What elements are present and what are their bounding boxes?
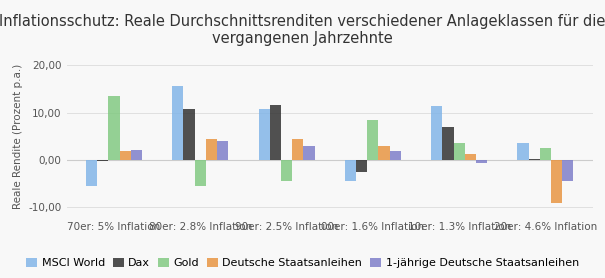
Bar xyxy=(281,160,292,181)
Bar xyxy=(442,127,454,160)
Legend: MSCI World, Dax, Gold, Deutsche Staatsanleihen, 1-jährige Deutsche Staatsanleihe: MSCI World, Dax, Gold, Deutsche Staatsan… xyxy=(22,253,583,272)
Bar xyxy=(390,152,401,160)
Bar xyxy=(86,160,97,186)
Bar xyxy=(292,139,304,160)
Y-axis label: Reale Rendite (Prozent p.a.): Reale Rendite (Prozent p.a.) xyxy=(13,64,23,209)
Bar xyxy=(431,106,442,160)
Bar xyxy=(183,109,195,160)
Bar xyxy=(108,96,120,160)
Bar xyxy=(131,150,142,160)
Bar xyxy=(551,160,562,203)
Bar xyxy=(172,86,183,160)
Bar xyxy=(195,160,206,186)
Bar xyxy=(454,143,465,160)
Bar xyxy=(270,105,281,160)
Bar xyxy=(120,152,131,160)
Bar xyxy=(356,160,367,172)
Bar xyxy=(517,143,529,160)
Bar xyxy=(465,154,476,160)
Text: Inflationsschutz: Reale Durchschnittsrenditen verschiedener Anlageklassen für di: Inflationsschutz: Reale Durchschnittsren… xyxy=(0,14,605,46)
Bar xyxy=(476,160,487,163)
Bar xyxy=(540,148,551,160)
Bar xyxy=(97,160,108,161)
Bar xyxy=(562,160,574,181)
Bar xyxy=(379,146,390,160)
Bar xyxy=(304,146,315,160)
Bar xyxy=(258,109,270,160)
Bar xyxy=(345,160,356,181)
Bar xyxy=(367,120,379,160)
Bar xyxy=(206,139,217,160)
Bar xyxy=(217,141,228,160)
